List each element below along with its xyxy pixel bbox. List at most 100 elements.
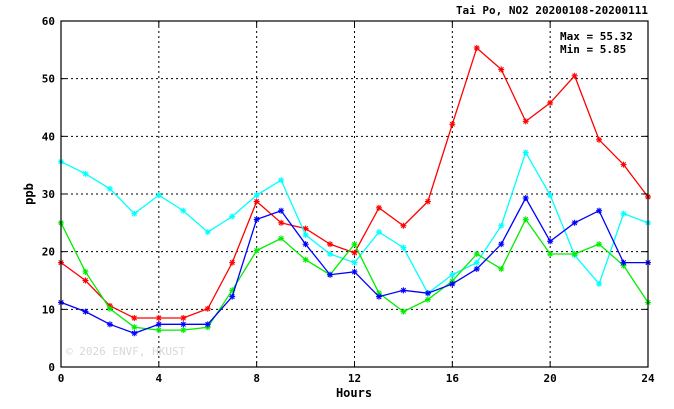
data-point — [302, 225, 309, 232]
data-point — [253, 192, 260, 199]
data-point — [327, 250, 334, 257]
data-point — [155, 314, 162, 321]
data-point — [155, 321, 162, 328]
data-point — [278, 219, 285, 226]
data-point — [473, 259, 480, 266]
data-point — [522, 216, 529, 223]
data-point — [375, 204, 382, 211]
data-point — [204, 321, 211, 328]
data-point — [473, 265, 480, 272]
data-point — [351, 249, 358, 256]
data-point — [547, 192, 554, 199]
min-label: Min = 5.85 — [560, 43, 626, 56]
data-point — [620, 259, 627, 266]
x-tick-label: 24 — [641, 372, 655, 385]
data-point — [278, 177, 285, 184]
series-4 — [58, 195, 651, 337]
data-point — [180, 207, 187, 214]
data-point — [571, 250, 578, 257]
y-tick-label: 60 — [42, 15, 55, 28]
data-point — [253, 216, 260, 223]
data-point — [596, 241, 603, 248]
data-point — [498, 222, 505, 229]
data-point — [424, 290, 431, 297]
data-point — [106, 321, 113, 328]
data-point — [571, 72, 578, 79]
data-point — [253, 247, 260, 254]
data-point — [547, 250, 554, 257]
data-point — [375, 229, 382, 236]
data-point — [400, 244, 407, 251]
data-point — [204, 305, 211, 312]
series-2 — [58, 149, 651, 297]
data-point — [278, 207, 285, 214]
data-point — [351, 268, 358, 275]
data-point — [155, 327, 162, 334]
x-tick-label: 0 — [58, 372, 65, 385]
data-point — [473, 250, 480, 257]
data-point — [229, 259, 236, 266]
data-point — [82, 268, 89, 275]
y-axis-label: ppb — [22, 183, 36, 205]
data-point — [327, 241, 334, 248]
x-tick-label: 20 — [544, 372, 557, 385]
data-point — [547, 99, 554, 106]
y-tick-label: 50 — [42, 73, 55, 86]
data-point — [424, 296, 431, 303]
data-point — [106, 185, 113, 192]
watermark: © 2026 ENVF, HKUST — [66, 345, 186, 358]
data-point — [229, 213, 236, 220]
data-point — [620, 210, 627, 217]
data-point — [571, 219, 578, 226]
data-point — [424, 198, 431, 205]
data-point — [400, 308, 407, 315]
data-point — [400, 222, 407, 229]
x-tick-label: 8 — [253, 372, 260, 385]
y-tick-label: 40 — [42, 130, 55, 143]
x-tick-label: 4 — [156, 372, 163, 385]
tick-labels: 0 4 8 12 16 20 24 0 10 20 30 40 50 60 — [42, 15, 655, 385]
data-point — [522, 118, 529, 125]
data-point — [82, 170, 89, 177]
data-point — [498, 241, 505, 248]
data-point — [131, 324, 138, 331]
data-point — [302, 256, 309, 263]
data-point — [180, 321, 187, 328]
data-point — [449, 271, 456, 278]
x-tick-label: 12 — [348, 372, 361, 385]
data-point — [204, 229, 211, 236]
data-point — [620, 161, 627, 168]
y-tick-label: 30 — [42, 188, 55, 201]
data-point — [155, 192, 162, 199]
data-point — [131, 330, 138, 337]
data-point — [106, 305, 113, 312]
x-axis-label: Hours — [336, 386, 372, 400]
data-point — [131, 210, 138, 217]
x-tick-label: 16 — [446, 372, 460, 385]
data-point — [400, 287, 407, 294]
data-point — [473, 44, 480, 51]
data-point — [180, 327, 187, 334]
data-point — [82, 308, 89, 315]
data-point — [302, 241, 309, 248]
data-point — [449, 121, 456, 128]
data-point — [596, 207, 603, 214]
y-tick-label: 20 — [42, 246, 55, 259]
data-point — [229, 287, 236, 294]
grid — [61, 21, 648, 367]
y-tick-label: 0 — [48, 361, 55, 374]
data-point — [498, 66, 505, 73]
data-point — [449, 280, 456, 287]
data-point — [547, 238, 554, 245]
data-point — [82, 277, 89, 284]
data-point — [229, 293, 236, 300]
data-point — [498, 265, 505, 272]
y-tick-label: 10 — [42, 303, 55, 316]
data-point — [253, 198, 260, 205]
data-point — [596, 280, 603, 287]
data-point — [375, 293, 382, 300]
data-point — [180, 314, 187, 321]
data-point — [522, 195, 529, 202]
data-point — [327, 271, 334, 278]
